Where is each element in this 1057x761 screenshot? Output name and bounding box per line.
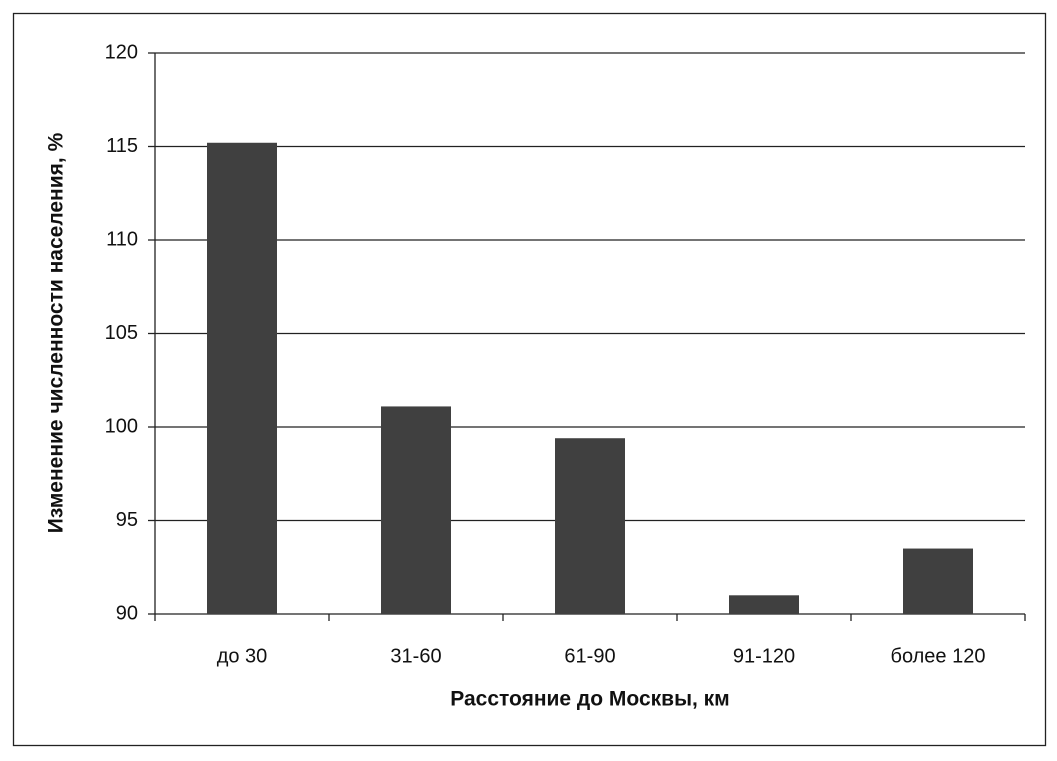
chart-border (12, 12, 1047, 747)
y-tick-label: 105 (105, 322, 138, 344)
bar (903, 548, 973, 614)
bar (729, 595, 799, 614)
y-axis-title: Изменение численности населения, % (45, 132, 68, 533)
y-tick-label: 90 (116, 602, 138, 624)
x-axis-title: Расстояние до Москвы, км (450, 688, 729, 711)
y-tick-label: 115 (106, 135, 138, 157)
x-tick-label: 61-90 (564, 645, 615, 667)
x-tick-label: более 120 (891, 645, 986, 667)
x-tick-label: 91-120 (733, 645, 795, 667)
bar (555, 438, 625, 614)
x-tick-label: 31-60 (390, 645, 441, 667)
y-tick-label: 95 (116, 509, 138, 531)
bar (381, 406, 451, 614)
y-tick-label: 120 (105, 41, 138, 63)
bar (207, 142, 277, 614)
x-tick-label: до 30 (217, 645, 268, 667)
y-tick-label: 110 (106, 228, 138, 250)
y-tick-label: 100 (105, 415, 138, 437)
